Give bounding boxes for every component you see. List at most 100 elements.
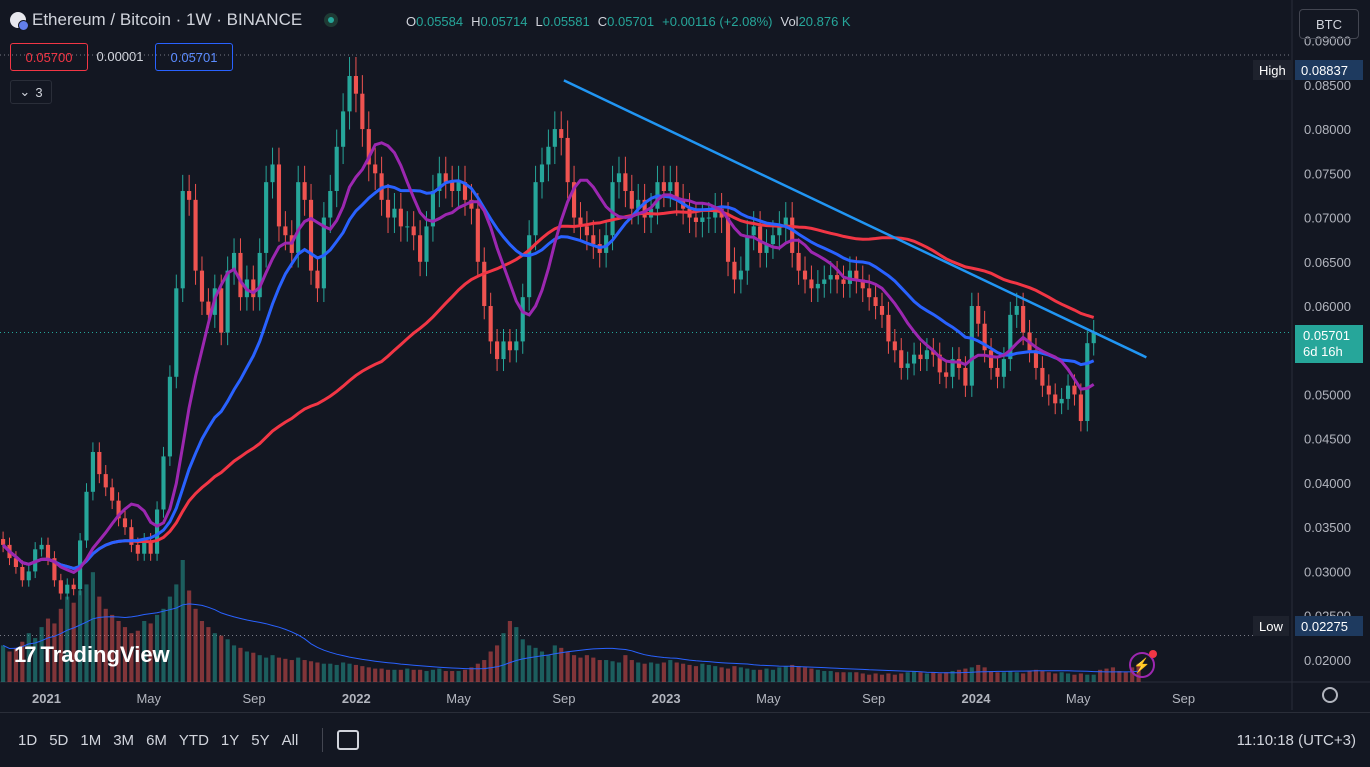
candle-body	[924, 350, 929, 360]
volume-bar	[58, 608, 63, 682]
calendar-range-icon[interactable]	[337, 730, 360, 750]
x-tick-label: May	[446, 691, 471, 706]
volume-bar	[116, 621, 121, 682]
volume-bar	[418, 669, 423, 682]
candle-body	[764, 244, 769, 253]
volume-bar	[520, 639, 525, 682]
volume-bar	[180, 560, 185, 682]
candle-body	[450, 182, 455, 192]
volume-bar	[373, 668, 378, 682]
candle-body	[578, 217, 583, 227]
candle-body	[20, 566, 25, 581]
volume-bar	[604, 660, 609, 682]
candle-body	[456, 182, 461, 192]
volume-bar	[860, 673, 865, 682]
x-tick-label: 2024	[962, 691, 992, 706]
volume-bar	[700, 663, 705, 682]
volume-bar	[1033, 669, 1039, 682]
candle-body	[668, 182, 673, 192]
volume-bar	[835, 672, 840, 682]
volume-bar	[154, 614, 160, 682]
tf-6m[interactable]: 6M	[146, 731, 167, 749]
volume-bar	[745, 668, 750, 682]
tf-1y[interactable]: 1Y	[220, 731, 240, 749]
y-tick-label: 0.09000	[1304, 34, 1351, 49]
candle-body	[154, 509, 160, 554]
candle-body	[392, 208, 397, 218]
candle-body	[488, 306, 493, 342]
candle-body	[1091, 332, 1096, 344]
volume-bar	[809, 668, 814, 682]
volume-bar	[629, 660, 634, 682]
y-tick-label: 0.03000	[1304, 564, 1351, 579]
candle-body	[97, 451, 102, 475]
volume-bar	[822, 671, 827, 682]
tf-1d[interactable]: 1D	[18, 731, 38, 749]
volume-bar	[78, 590, 83, 682]
currency-selector[interactable]: BTC	[1299, 9, 1359, 39]
candle-body	[860, 279, 865, 289]
buy-price-button[interactable]: 0.05701	[155, 43, 233, 71]
logo-text: TradingView	[40, 642, 170, 667]
candle-body	[1033, 350, 1039, 368]
symbol-header[interactable]: Ethereum / Bitcoin · 1W · BINANCE	[10, 10, 339, 31]
tf-ytd[interactable]: YTD	[178, 731, 209, 749]
volume-bar	[790, 664, 795, 682]
high-label: High	[1253, 60, 1292, 80]
tf-3m[interactable]: 3M	[113, 731, 135, 749]
volume-bar	[931, 672, 936, 682]
volume-bar	[533, 647, 538, 682]
candle-body	[616, 173, 622, 183]
y-tick-label: 0.08000	[1304, 122, 1351, 137]
volume-bar	[982, 667, 987, 682]
volume-bar	[944, 672, 949, 682]
volume-bar	[1123, 672, 1128, 682]
tf-5y[interactable]: 5Y	[251, 731, 270, 749]
indicators-toggle[interactable]: ⌄ 3	[10, 80, 52, 104]
candle-body	[148, 540, 153, 554]
y-tick-label: 0.05000	[1304, 387, 1351, 402]
y-tick-label: 0.04000	[1304, 476, 1351, 491]
tf-5d[interactable]: 5D	[49, 731, 69, 749]
tf-1m[interactable]: 1M	[80, 731, 102, 749]
lightning-alert-icon[interactable]: ⚡	[1129, 650, 1157, 678]
volume-bar	[84, 584, 89, 682]
volume-bar	[148, 623, 153, 682]
volume-bar	[308, 661, 314, 682]
volume-bar	[1098, 669, 1103, 682]
volume-bar	[879, 674, 885, 682]
volume-bar	[26, 633, 31, 682]
market-status-icon[interactable]	[324, 13, 339, 27]
volume-bar	[501, 633, 506, 682]
volume-bar	[334, 664, 339, 682]
volume-bar	[591, 657, 596, 682]
volume-bar	[1117, 671, 1122, 682]
sell-price-button[interactable]: 0.05700	[10, 43, 88, 71]
y-tick-label: 0.08500	[1304, 78, 1351, 93]
clock-time[interactable]: 11:10:18 (UTC+3)	[1236, 731, 1356, 749]
volume-bar	[687, 664, 692, 682]
volume-bar	[1027, 671, 1032, 682]
volume-bar	[90, 572, 95, 682]
candle-body	[315, 270, 320, 289]
volume-bar	[1046, 672, 1051, 682]
candle-body	[571, 182, 577, 218]
x-tick-label: May	[756, 691, 781, 706]
y-tick-label: 0.04500	[1304, 432, 1351, 447]
volume-bar	[725, 668, 731, 682]
volume-bar	[539, 651, 545, 682]
volume-bar	[1130, 667, 1135, 682]
candle-body	[39, 544, 44, 550]
gear-icon[interactable]	[1322, 687, 1338, 703]
candle-body	[443, 173, 448, 183]
tf-all[interactable]: All	[281, 731, 299, 749]
volume-bar	[597, 660, 602, 682]
volume-bar	[110, 614, 115, 682]
candle-body	[950, 359, 955, 377]
volume-bar	[135, 630, 140, 682]
volume-bar	[751, 669, 756, 682]
volume-bar	[328, 663, 333, 682]
price-chart[interactable]: 0.09000 0.08500 0.08000 0.07500 0.07000 0.065…	[0, 0, 1370, 710]
candle-body	[475, 208, 480, 262]
x-tick-label: Sep	[552, 691, 575, 706]
